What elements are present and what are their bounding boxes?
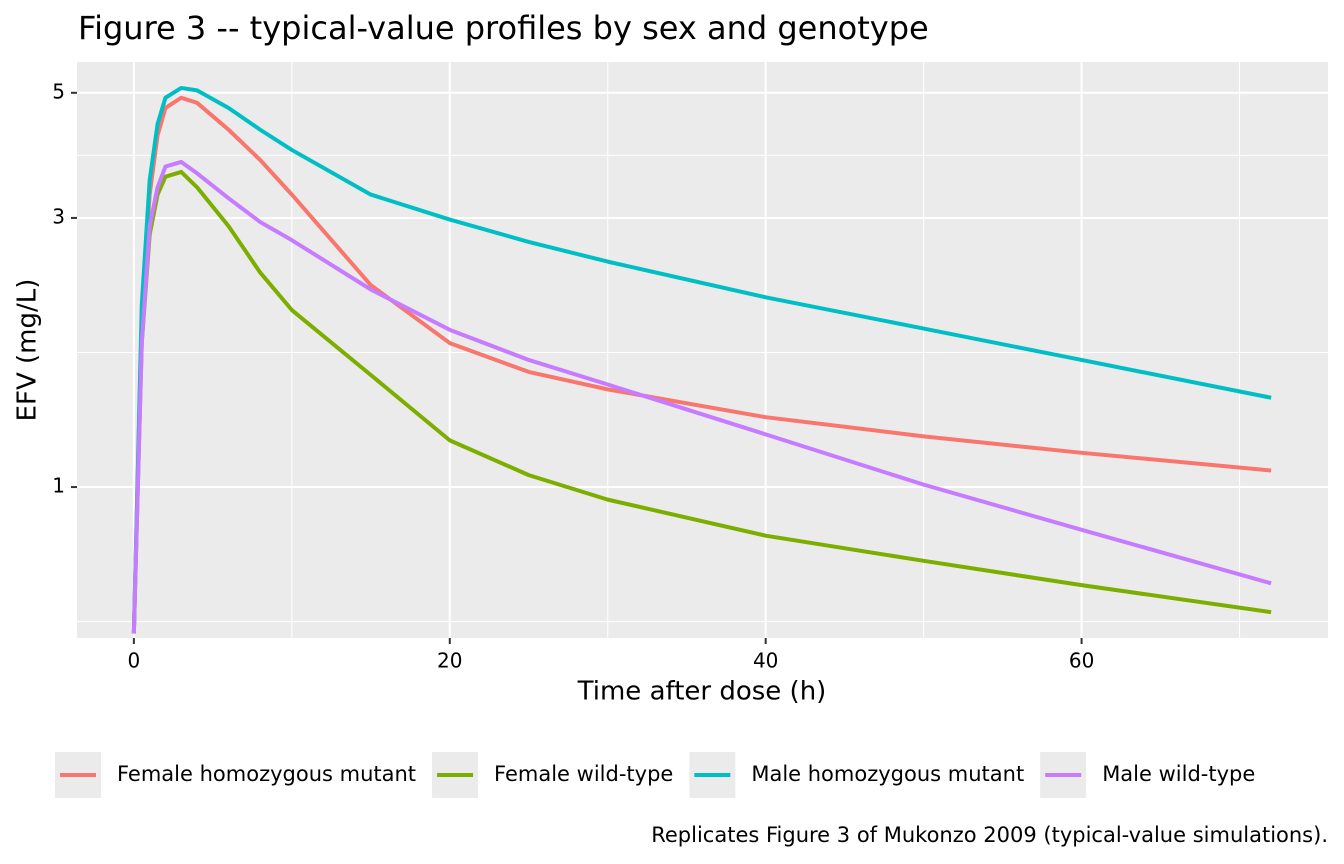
legend-label: Female homozygous mutant <box>117 762 416 786</box>
y-axis-title: EFV (mg/L) <box>13 279 43 422</box>
y-tick-label: 3 <box>52 204 65 228</box>
caption: Replicates Figure 3 of Mukonzo 2009 (typ… <box>651 823 1328 847</box>
x-axis-title: Time after dose (h) <box>577 677 827 707</box>
series-line <box>131 159 1272 634</box>
chart-title: Figure 3 -- typical-value profiles by se… <box>78 9 929 47</box>
x-tick-label: 20 <box>437 649 462 673</box>
legend-label: Male wild-type <box>1102 762 1255 786</box>
series-line <box>131 85 1272 634</box>
legend-label: Male homozygous mutant <box>751 762 1024 786</box>
panel <box>77 62 1328 638</box>
x-tick-label: 40 <box>753 649 778 673</box>
y-tick-label: 1 <box>52 474 65 498</box>
x-tick-label: 0 <box>127 649 140 673</box>
y-tick-label: 5 <box>52 79 65 103</box>
legend-label: Female wild-type <box>494 762 673 786</box>
x-tick-label: 60 <box>1069 649 1094 673</box>
